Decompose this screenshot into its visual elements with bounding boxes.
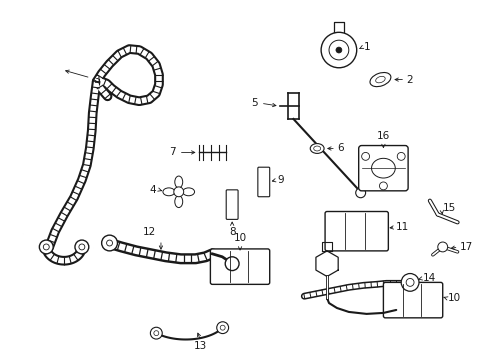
Text: 9: 9 — [277, 175, 284, 185]
FancyBboxPatch shape — [325, 212, 387, 251]
FancyBboxPatch shape — [257, 167, 269, 197]
Text: 10: 10 — [233, 233, 246, 243]
Ellipse shape — [174, 176, 183, 188]
Ellipse shape — [163, 188, 174, 196]
Circle shape — [379, 182, 386, 190]
Text: 10: 10 — [447, 293, 460, 303]
Text: 5: 5 — [251, 98, 257, 108]
Circle shape — [355, 188, 365, 198]
Circle shape — [406, 278, 413, 286]
Circle shape — [79, 244, 84, 250]
FancyBboxPatch shape — [226, 190, 238, 219]
Circle shape — [321, 32, 356, 68]
Circle shape — [75, 240, 89, 254]
Circle shape — [220, 325, 224, 330]
Circle shape — [361, 152, 369, 160]
Text: 13: 13 — [193, 342, 207, 351]
Text: 6: 6 — [336, 144, 343, 153]
Text: 11: 11 — [395, 222, 408, 232]
Text: 7: 7 — [169, 148, 175, 157]
Text: 4: 4 — [149, 185, 156, 195]
Text: 8: 8 — [228, 227, 235, 237]
Circle shape — [39, 240, 53, 254]
Circle shape — [396, 152, 405, 160]
Text: 16: 16 — [376, 131, 389, 141]
FancyBboxPatch shape — [210, 249, 269, 284]
Ellipse shape — [369, 72, 390, 87]
Ellipse shape — [174, 196, 183, 208]
Ellipse shape — [313, 146, 320, 151]
Circle shape — [335, 47, 341, 53]
Circle shape — [173, 187, 183, 197]
Text: 12: 12 — [142, 227, 155, 237]
Ellipse shape — [183, 188, 194, 196]
Circle shape — [102, 235, 117, 251]
Circle shape — [328, 40, 348, 60]
Text: 17: 17 — [459, 242, 472, 252]
Circle shape — [154, 331, 159, 336]
Text: 1: 1 — [363, 42, 369, 52]
Circle shape — [400, 274, 418, 291]
Polygon shape — [315, 251, 338, 276]
FancyBboxPatch shape — [358, 145, 407, 191]
Circle shape — [106, 240, 112, 246]
Ellipse shape — [309, 144, 324, 153]
Circle shape — [437, 242, 447, 252]
Ellipse shape — [371, 158, 394, 178]
Text: 14: 14 — [422, 274, 435, 283]
Circle shape — [225, 257, 239, 271]
Circle shape — [150, 327, 162, 339]
Ellipse shape — [375, 76, 385, 83]
FancyBboxPatch shape — [383, 282, 442, 318]
Circle shape — [43, 244, 49, 250]
Text: 3: 3 — [65, 70, 100, 85]
Text: 15: 15 — [442, 203, 455, 212]
Circle shape — [216, 322, 228, 334]
Text: 2: 2 — [406, 75, 412, 85]
